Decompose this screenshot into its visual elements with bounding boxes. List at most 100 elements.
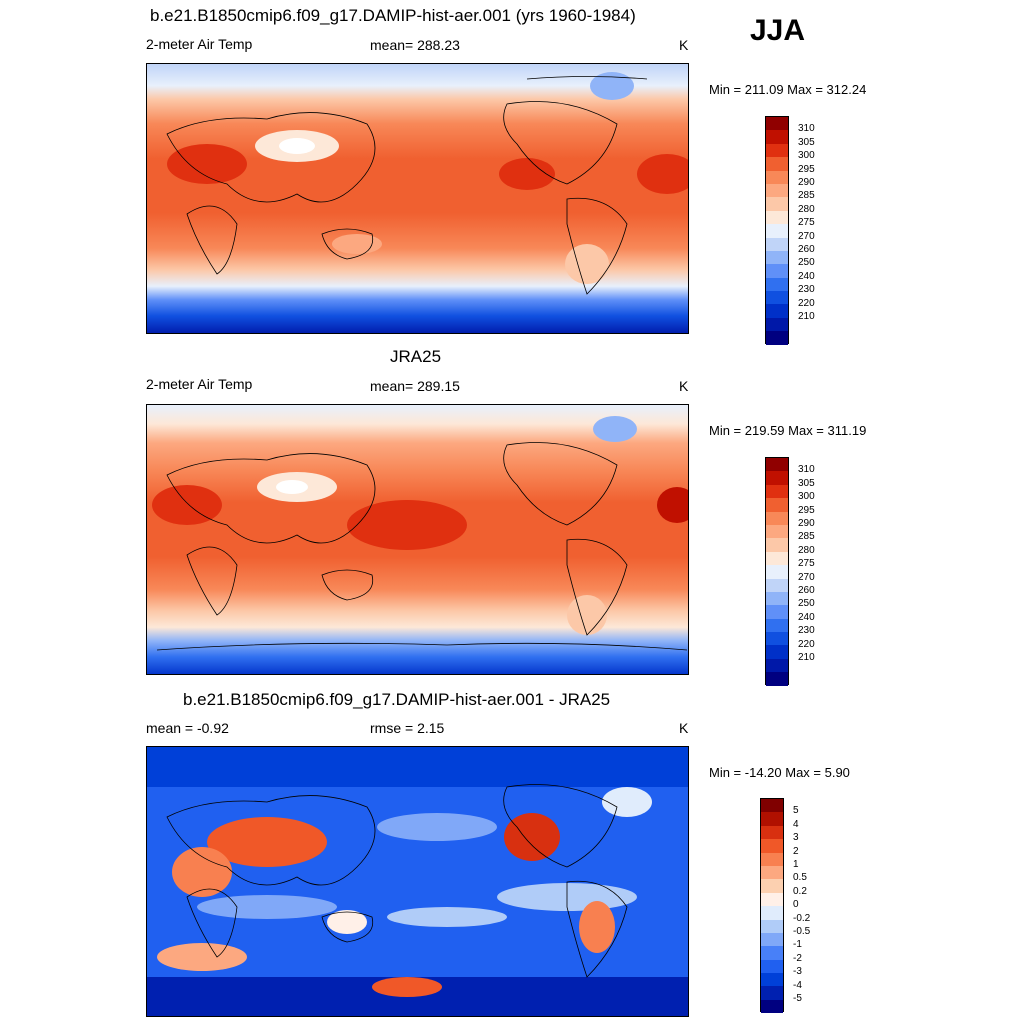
colorbar-tick-label: 285 [798, 190, 815, 202]
colorbar-tick-label: 305 [798, 477, 815, 489]
panel-3-minmax: Min = -14.20 Max = 5.90 [709, 765, 850, 780]
colorbar-tick-label: 295 [798, 504, 815, 516]
colorbar-tick-label: -0.5 [793, 926, 811, 937]
colorbar-swatch [766, 498, 788, 512]
colorbar-swatch [766, 170, 788, 184]
colorbar-swatch [761, 986, 783, 1000]
colorbar-swatch [766, 591, 788, 606]
colorbar-tick-label: 4 [793, 818, 799, 830]
colorbar-tick-label: -5 [793, 993, 802, 1004]
colorbar-swatch [766, 250, 788, 265]
colorbar-tick-label: -4 [793, 979, 802, 991]
panel-3-title: b.e21.B1850cmip6.f09_g17.DAMIP-hist-aer.… [183, 690, 611, 709]
panel-2-mean-label: mean= 289.15 [370, 378, 460, 394]
panel-3-colorbar-swatches [760, 798, 784, 1014]
colorbar-tick-label: 240 [798, 270, 815, 282]
colorbar-swatch [766, 304, 788, 318]
colorbar-tick-label: 0.5 [793, 872, 807, 884]
colorbar-swatch [761, 812, 783, 826]
colorbar-swatch [766, 672, 788, 686]
colorbar-swatch [761, 865, 783, 880]
panel-1-map [146, 63, 689, 334]
panel-3-mean-label: mean = -0.92 [146, 720, 229, 736]
colorbar-swatch [766, 551, 788, 566]
colorbar-tick-label: 260 [798, 244, 815, 255]
colorbar-tick-label: -0.2 [793, 912, 811, 924]
colorbar-swatch [766, 458, 788, 472]
colorbar-tick-label: 1 [793, 859, 799, 870]
panel-1-minmax: Min = 211.09 Max = 312.24 [709, 82, 867, 97]
colorbar-tick-label: 240 [798, 611, 815, 623]
panel-2-minmax: Min = 219.59 Max = 311.19 [709, 423, 867, 438]
colorbar-swatch [761, 973, 783, 987]
panel-1-mean-label: mean= 288.23 [370, 37, 460, 53]
colorbar-tick-label: -2 [793, 952, 802, 964]
colorbar-swatch [766, 618, 788, 633]
colorbar-tick-label: 250 [798, 598, 815, 610]
panel-1-title: b.e21.B1850cmip6.f09_g17.DAMIP-hist-aer.… [150, 6, 636, 25]
colorbar-swatch [761, 946, 783, 960]
colorbar-tick-label: 280 [798, 544, 815, 556]
colorbar-tick-label: -1 [793, 939, 802, 951]
colorbar-swatch [766, 143, 788, 158]
colorbar-swatch [766, 264, 788, 278]
colorbar-tick-label: 0 [793, 899, 799, 911]
colorbar-tick-label: -3 [793, 966, 802, 978]
panel-2-map [146, 404, 689, 675]
colorbar-tick-label: 270 [798, 571, 815, 583]
colorbar-tick-label: 300 [798, 150, 815, 162]
colorbar-tick-label: 0.2 [793, 885, 807, 897]
colorbar-swatch [766, 291, 788, 305]
panel-1-colorbar-swatches [765, 116, 789, 345]
colorbar-tick-label: 310 [798, 464, 815, 476]
colorbar-swatch [761, 959, 783, 974]
colorbar-swatch [766, 237, 788, 251]
colorbar-swatch [766, 130, 788, 144]
colorbar-tick-label: 260 [798, 585, 815, 596]
colorbar-swatch [766, 157, 788, 171]
colorbar-swatch [766, 578, 788, 592]
colorbar-swatch [766, 524, 788, 539]
colorbar-swatch [766, 117, 788, 131]
colorbar-swatch [761, 892, 783, 907]
colorbar-tick-label: 300 [798, 491, 815, 503]
colorbar-tick-label: 310 [798, 123, 815, 135]
colorbar-swatch [761, 906, 783, 920]
panel-2-units-label: K [679, 378, 689, 394]
colorbar-swatch [761, 932, 783, 947]
panel-2-colorbar-swatches [765, 457, 789, 686]
colorbar-tick-label: 290 [798, 518, 815, 529]
colorbar-tick-label: 210 [798, 311, 815, 322]
colorbar-swatch [766, 511, 788, 525]
colorbar-swatch [766, 658, 788, 673]
colorbar-swatch [766, 565, 788, 579]
colorbar-tick-label: 220 [798, 638, 815, 650]
colorbar-swatch [766, 224, 788, 238]
colorbar-tick-label: 275 [798, 217, 815, 229]
panel-2-variable-label: 2-meter Air Temp [146, 376, 253, 392]
colorbar-tick-label: 280 [798, 203, 815, 215]
panel-1-units-label: K [679, 37, 689, 53]
season-label: JJA [750, 14, 806, 47]
panel-1-variable-label: 2-meter Air Temp [146, 36, 253, 52]
colorbar-tick-label: 5 [793, 805, 799, 817]
colorbar-tick-label: 230 [798, 625, 815, 637]
colorbar-swatch [766, 210, 788, 225]
colorbar-swatch [766, 197, 788, 211]
colorbar-swatch [766, 471, 788, 485]
colorbar-tick-label: 220 [798, 297, 815, 309]
colorbar-tick-label: 305 [798, 136, 815, 148]
colorbar-tick-label: 2 [793, 845, 799, 857]
colorbar-swatch [766, 317, 788, 332]
colorbar-swatch [766, 183, 788, 198]
colorbar-tick-label: 275 [798, 558, 815, 570]
colorbar-swatch [761, 879, 783, 893]
panel-3-map [146, 746, 689, 1017]
colorbar-swatch [761, 999, 783, 1014]
colorbar-tick-label: 290 [798, 177, 815, 188]
colorbar-swatch [766, 645, 788, 659]
colorbar-tick-label: 270 [798, 230, 815, 242]
colorbar-tick-label: 210 [798, 652, 815, 663]
colorbar-swatch [766, 538, 788, 552]
colorbar-swatch [761, 839, 783, 853]
